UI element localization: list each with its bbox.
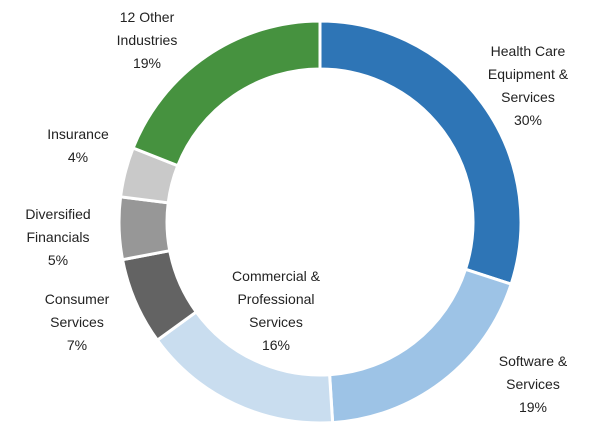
value-label: 30% — [513, 112, 543, 128]
category-name: Commercial & Professional Services — [232, 268, 320, 330]
donut-slice — [131, 19, 322, 168]
value-label: 16% — [261, 337, 291, 353]
value-label: 7% — [66, 337, 88, 353]
slice-label: Diversified Financials 5% — [10, 203, 106, 272]
category-name: Diversified Financials — [25, 206, 91, 245]
value-label: 4% — [67, 149, 89, 165]
category-name: Health Care Equipment & Services — [487, 43, 569, 105]
category-name: Consumer Services — [44, 291, 110, 330]
value-label: 5% — [47, 252, 69, 268]
slice-label: Consumer Services 7% — [31, 288, 123, 357]
category-name: 12 Other Industries — [116, 9, 178, 48]
slice-label: Insurance 4% — [32, 123, 124, 169]
value-label: 19% — [132, 55, 162, 71]
donut-slice — [117, 195, 172, 262]
donut-slice — [318, 19, 523, 287]
value-label: 19% — [518, 399, 548, 415]
slice-label: 12 Other Industries 19% — [99, 6, 195, 75]
category-name: Insurance — [47, 126, 109, 142]
slice-label: Health Care Equipment & Services 30% — [469, 40, 587, 132]
slice-label: Software & Services 19% — [483, 350, 583, 419]
category-name: Software & Services — [498, 353, 568, 392]
slice-label: Commercial & Professional Services 16% — [220, 265, 332, 357]
